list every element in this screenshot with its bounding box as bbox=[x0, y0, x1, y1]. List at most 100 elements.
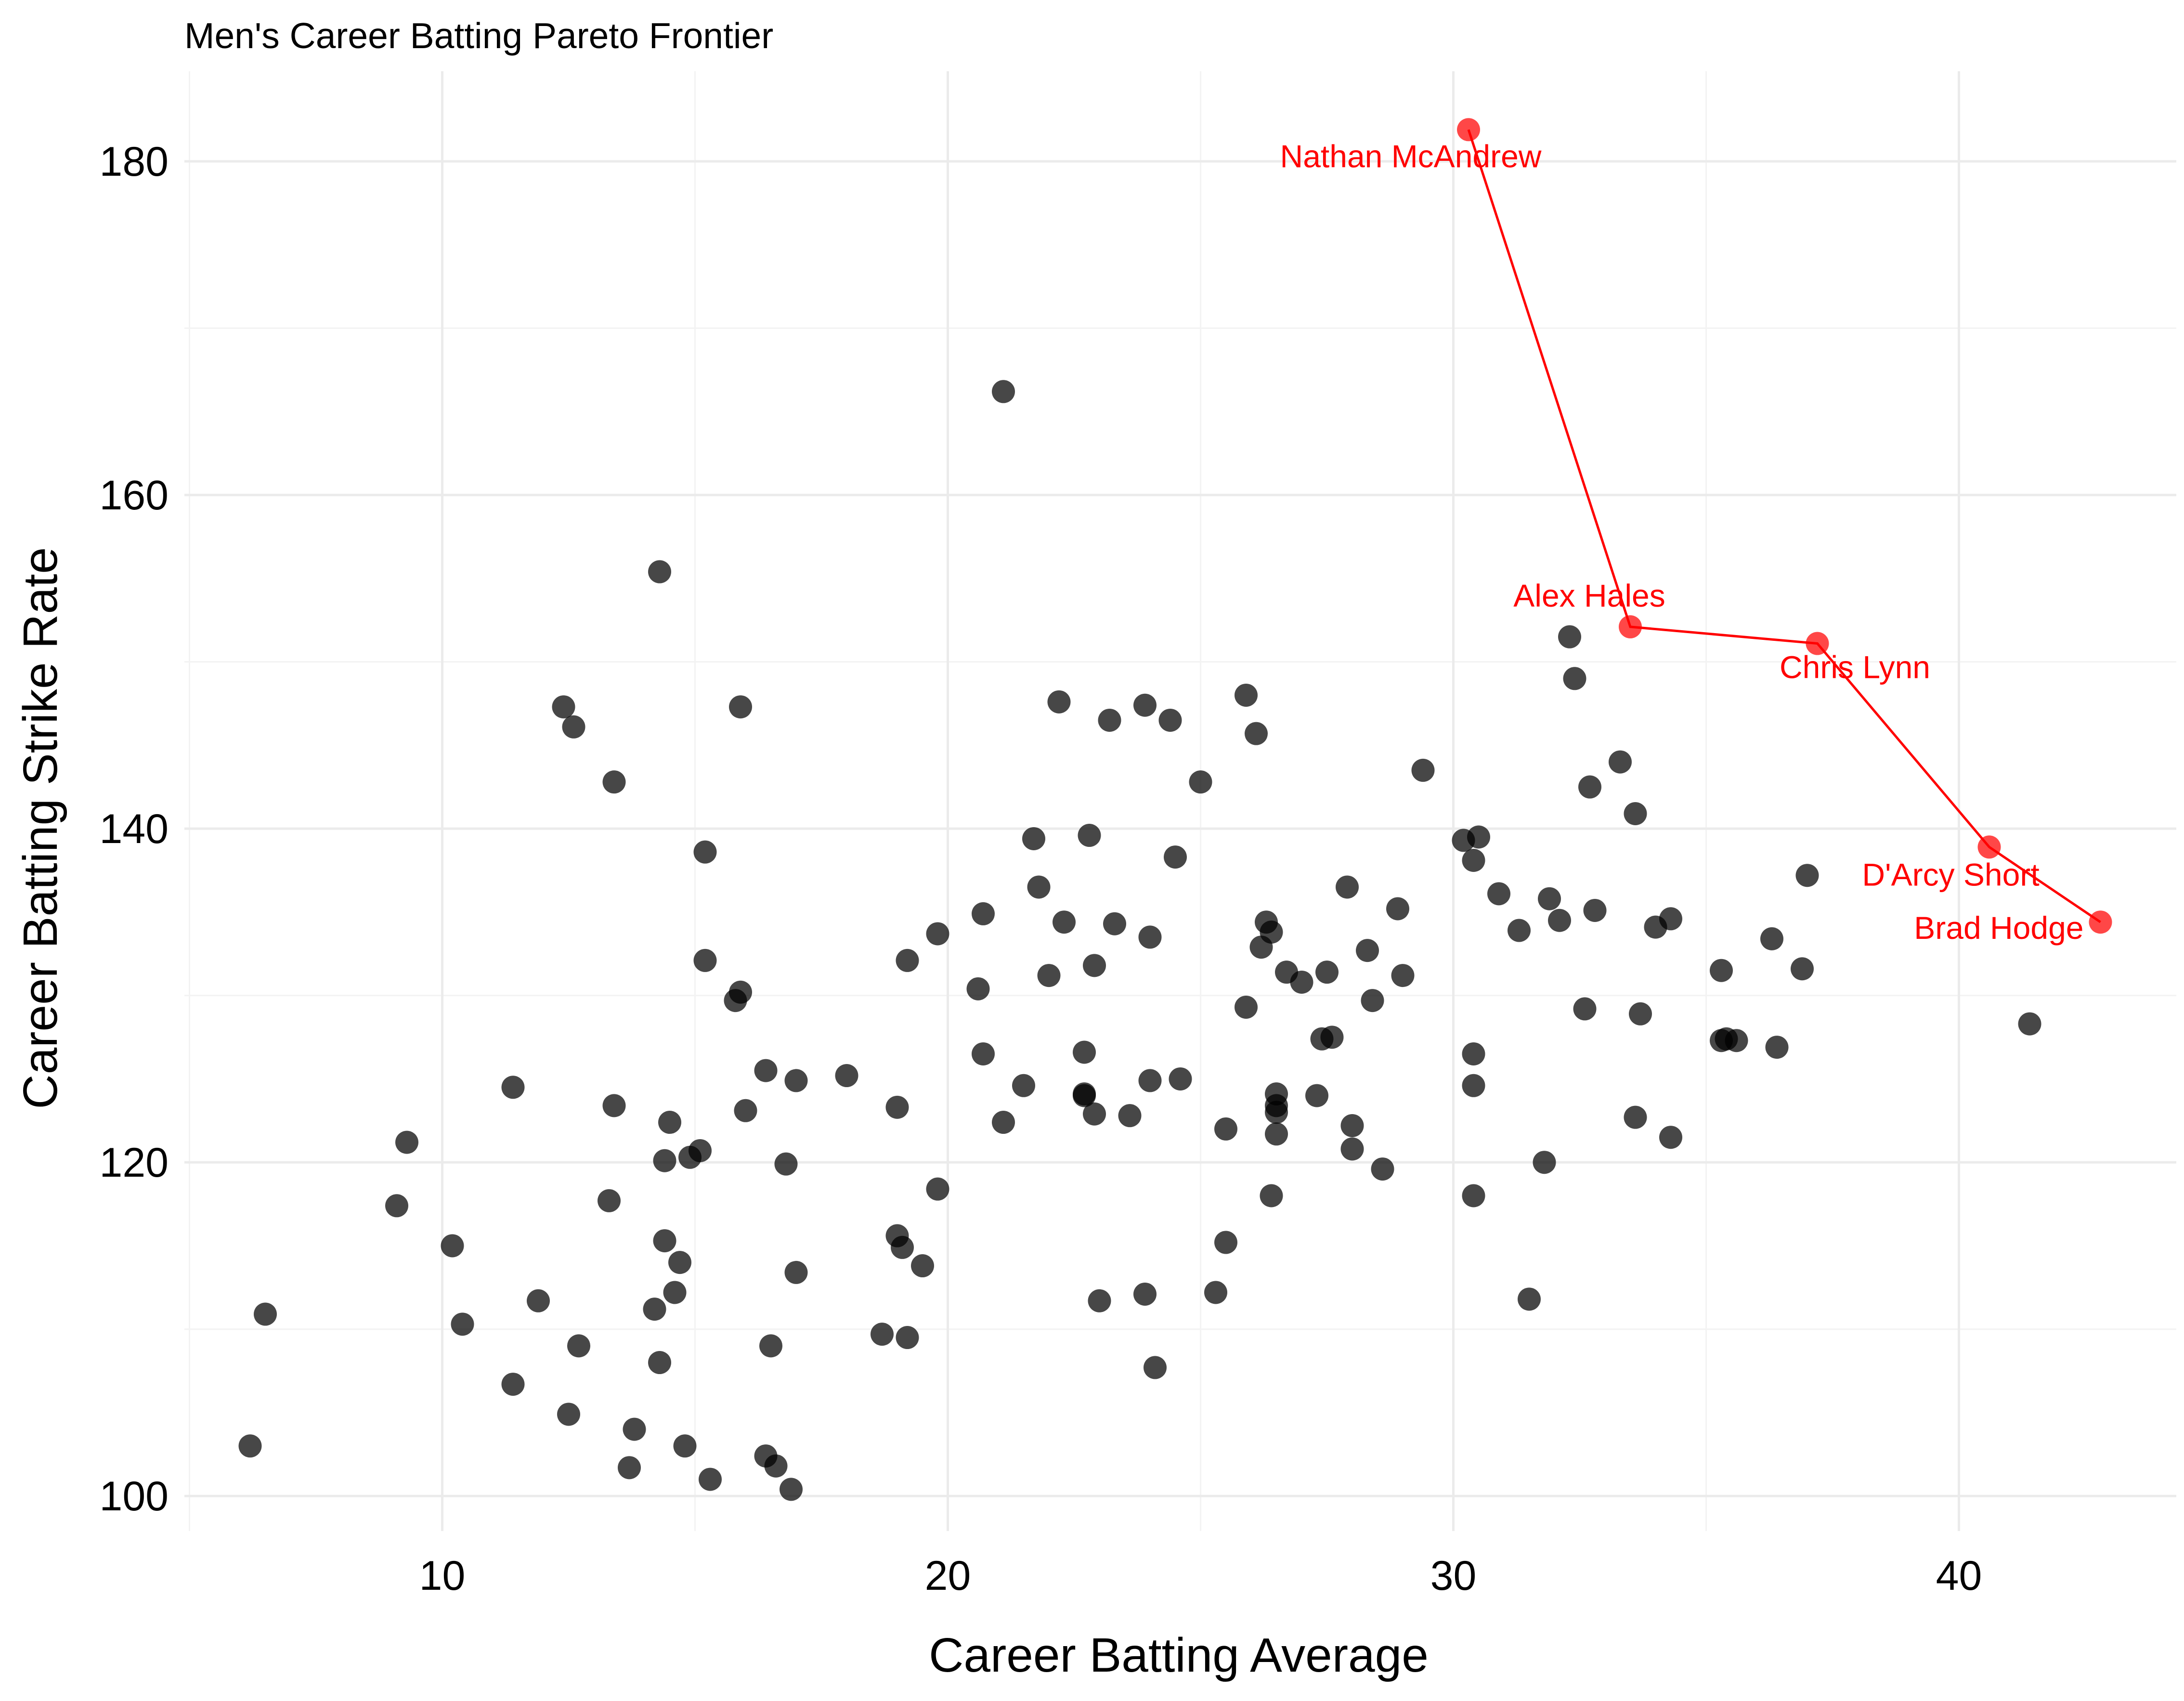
scatter-point bbox=[1144, 1356, 1167, 1379]
scatter-point bbox=[623, 1417, 646, 1441]
scatter-point bbox=[1462, 1184, 1485, 1208]
scatter-point bbox=[1037, 964, 1061, 987]
scatter-point bbox=[1265, 1122, 1288, 1146]
scatter-point bbox=[1386, 897, 1409, 921]
scatter-point bbox=[734, 1099, 757, 1122]
scatter-point bbox=[567, 1334, 590, 1358]
scatter-point bbox=[1411, 758, 1435, 782]
scatter-point bbox=[1133, 1282, 1157, 1306]
scatter-point bbox=[663, 1281, 687, 1304]
scatter-point bbox=[648, 560, 671, 584]
chart-title: Men's Career Batting Pareto Frontier bbox=[184, 15, 773, 56]
grid-layer bbox=[184, 71, 2176, 1531]
scatter-point bbox=[784, 1260, 808, 1284]
x-axis-title: Career Batting Average bbox=[929, 1628, 1429, 1682]
pareto-point-label: Brad Hodge bbox=[1914, 910, 2083, 946]
scatter-point bbox=[1548, 909, 1571, 932]
scatter-point bbox=[1563, 667, 1586, 690]
scatter-point bbox=[653, 1149, 676, 1172]
scatter-point bbox=[602, 1094, 626, 1117]
scatter-point bbox=[527, 1289, 550, 1312]
scatter-point bbox=[1518, 1287, 1541, 1311]
y-tick-label: 120 bbox=[100, 1140, 169, 1186]
scatter-point bbox=[1760, 927, 1783, 950]
pareto-point-label: Alex Hales bbox=[1513, 578, 1665, 613]
scatter-point bbox=[1320, 1026, 1344, 1049]
scatter-point bbox=[885, 1095, 909, 1119]
scatter-point bbox=[1462, 1074, 1485, 1097]
y-axis-title: Career Batting Strike Rate bbox=[13, 547, 67, 1109]
scatter-point bbox=[1169, 1067, 1192, 1091]
scatter-point bbox=[1133, 693, 1157, 717]
scatter-point bbox=[1118, 1104, 1142, 1128]
scatter-point bbox=[729, 695, 752, 719]
scatter-point bbox=[835, 1064, 858, 1088]
pareto-point-label: Nathan McAndrew bbox=[1280, 138, 1542, 174]
scatter-point bbox=[1083, 954, 1106, 977]
scatter-point bbox=[1336, 875, 1359, 899]
scatter-point bbox=[1487, 882, 1510, 906]
scatter-point bbox=[693, 840, 717, 864]
pareto-point-label: Chris Lynn bbox=[1780, 649, 1930, 685]
scatter-point bbox=[451, 1312, 474, 1336]
scatter-point bbox=[1235, 995, 1258, 1019]
scatter-point bbox=[764, 1454, 788, 1478]
scatter-point bbox=[926, 1177, 949, 1201]
y-tick-label: 100 bbox=[100, 1473, 169, 1519]
scatter-point bbox=[441, 1234, 464, 1258]
pareto-layer: Nathan McAndrew Alex Hales Chris Lynn D'Arc… bbox=[1280, 118, 2112, 946]
scatter-point bbox=[871, 1323, 894, 1346]
scatter-point bbox=[1260, 921, 1283, 944]
x-tick-label: 10 bbox=[419, 1553, 466, 1599]
scatter-point bbox=[648, 1351, 671, 1375]
scatter-point bbox=[754, 1059, 778, 1082]
scatter-point bbox=[1462, 1042, 1485, 1065]
pareto-frontier-line bbox=[1467, 129, 2101, 923]
scatter-point bbox=[1098, 708, 1121, 732]
scatter-point bbox=[238, 1434, 262, 1458]
scatter-point bbox=[395, 1130, 418, 1154]
scatter-point bbox=[1578, 775, 1601, 799]
y-tick-label: 160 bbox=[100, 472, 169, 519]
scatter-point bbox=[1538, 887, 1561, 910]
scatter-point bbox=[1659, 907, 1682, 931]
scatter-point bbox=[598, 1189, 621, 1212]
scatter-point bbox=[1083, 1102, 1106, 1126]
scatter-point bbox=[1558, 625, 1581, 649]
scatter-point bbox=[673, 1434, 697, 1458]
pareto-point bbox=[1619, 615, 1642, 638]
scatter-point bbox=[1508, 919, 1531, 942]
scatter-point bbox=[699, 1467, 722, 1491]
scatter-point bbox=[1047, 690, 1071, 714]
scatter-point bbox=[1791, 957, 1814, 981]
scatter-point bbox=[618, 1456, 641, 1480]
scatter-point bbox=[896, 1326, 919, 1350]
scatter-point bbox=[501, 1373, 525, 1396]
scatter-point bbox=[926, 922, 949, 946]
scatter-point bbox=[501, 1076, 525, 1099]
scatter-point bbox=[729, 980, 752, 1004]
scatter-point bbox=[385, 1194, 408, 1218]
scatter-point bbox=[1725, 1029, 1748, 1052]
pareto-point-label: D'Arcy Short bbox=[1862, 857, 2039, 892]
scatter-point bbox=[1462, 849, 1485, 872]
pareto-point bbox=[1977, 835, 2001, 859]
scatter-point bbox=[643, 1298, 666, 1321]
x-tick-label: 40 bbox=[1936, 1553, 1982, 1599]
scatter-point bbox=[1361, 989, 1384, 1013]
scatter-point bbox=[1624, 802, 1647, 825]
y-tick-label: 180 bbox=[100, 139, 169, 185]
scatter-point bbox=[658, 1111, 681, 1134]
scatter-point bbox=[1305, 1084, 1328, 1107]
scatter-point bbox=[1022, 827, 1045, 850]
scatter-point bbox=[562, 715, 585, 739]
scatter-point bbox=[1012, 1074, 1035, 1097]
scatter-point bbox=[1533, 1151, 1556, 1174]
scatter-point bbox=[668, 1251, 691, 1274]
scatter-point bbox=[1189, 770, 1212, 794]
scatter-point bbox=[1027, 875, 1051, 899]
x-tick-label: 20 bbox=[925, 1553, 971, 1599]
scatter-point bbox=[1290, 970, 1313, 994]
